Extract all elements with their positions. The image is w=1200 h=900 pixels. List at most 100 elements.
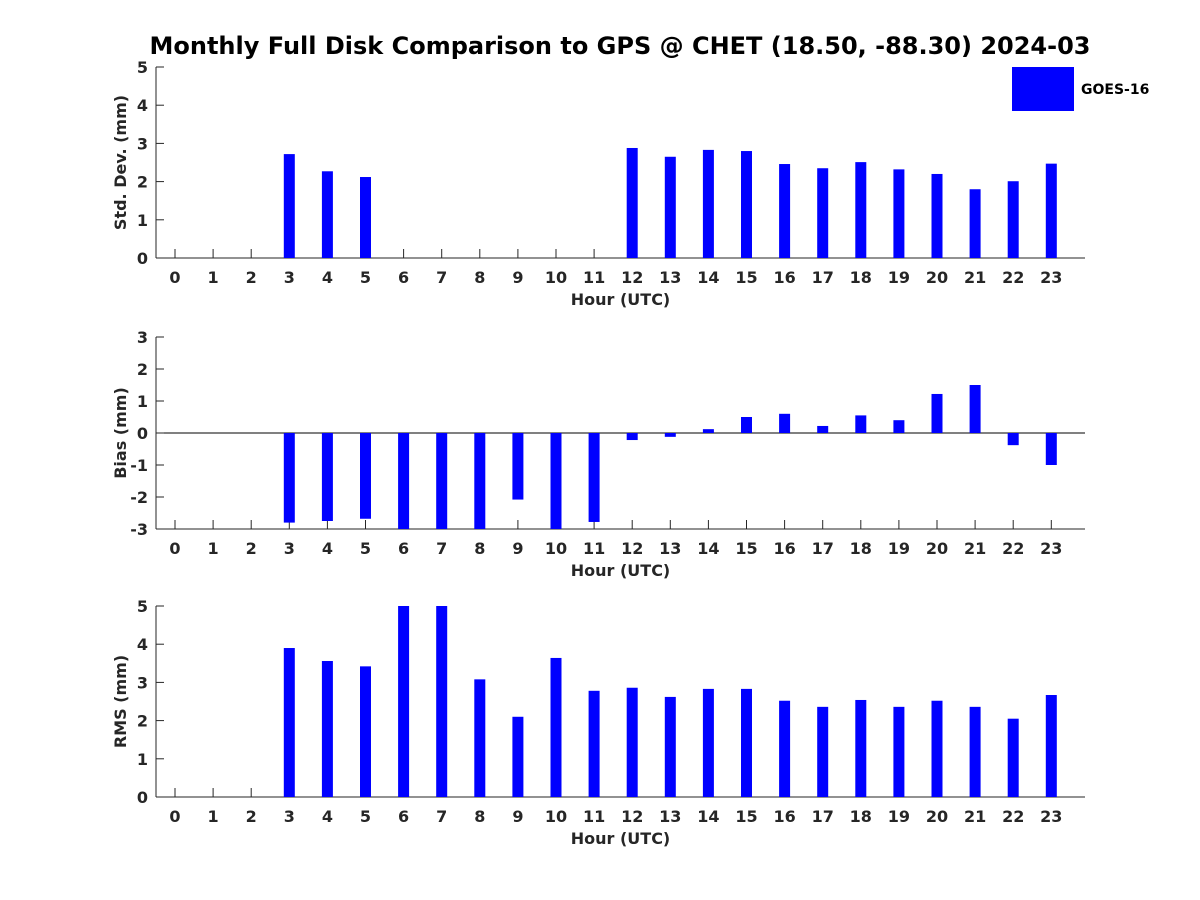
bar-hour-17 xyxy=(817,168,829,258)
x-tick-label: 20 xyxy=(926,268,948,287)
bar-hour-3 xyxy=(283,433,295,523)
x-tick-label: 2 xyxy=(246,539,257,558)
y-tick-label: 1 xyxy=(137,392,148,411)
x-tick-label: 16 xyxy=(773,539,795,558)
x-tick-label: 8 xyxy=(474,807,485,826)
bar-hour-10 xyxy=(550,433,562,529)
y-tick-label: 2 xyxy=(137,712,148,731)
bar-hour-9 xyxy=(512,716,524,797)
x-tick-label: 5 xyxy=(360,539,371,558)
x-tick-label: 6 xyxy=(398,268,409,287)
x-tick-label: 7 xyxy=(436,807,447,826)
x-tick-label: 10 xyxy=(545,539,567,558)
x-tick-label: 10 xyxy=(545,268,567,287)
x-tick-label: 15 xyxy=(735,807,757,826)
legend-label: GOES-16 xyxy=(1081,82,1149,98)
x-tick-label: 9 xyxy=(512,539,523,558)
x-tick-label: 16 xyxy=(773,807,795,826)
x-tick-label: 12 xyxy=(621,807,643,826)
x-tick-label: 1 xyxy=(208,539,219,558)
bar-hour-8 xyxy=(474,679,486,797)
bar-hour-7 xyxy=(436,606,448,797)
bar-hour-22 xyxy=(1007,433,1019,446)
bar-hour-23 xyxy=(1045,695,1057,797)
bar-hour-21 xyxy=(969,189,981,258)
y-tick-label: 3 xyxy=(137,673,148,692)
bar-hour-22 xyxy=(1007,181,1019,258)
x-tick-label: 1 xyxy=(208,268,219,287)
x-tick-label: 17 xyxy=(812,807,834,826)
bar-hour-10 xyxy=(550,657,562,797)
y-tick-label: -2 xyxy=(130,488,148,507)
y-tick-label: 0 xyxy=(137,424,148,443)
bar-hour-18 xyxy=(855,162,867,258)
bar-hour-5 xyxy=(360,666,371,797)
x-axis-label: Hour (UTC) xyxy=(571,290,671,309)
bar-hour-13 xyxy=(664,433,676,437)
x-tick-label: 14 xyxy=(697,807,719,826)
x-tick-label: 20 xyxy=(926,539,948,558)
x-tick-label: 8 xyxy=(474,539,485,558)
x-tick-label: 0 xyxy=(169,539,180,558)
y-tick-label: 2 xyxy=(137,173,148,192)
bar-hour-14 xyxy=(702,429,714,433)
bar-hour-11 xyxy=(588,690,600,797)
bar-hour-17 xyxy=(817,425,829,433)
bar-hour-14 xyxy=(702,149,714,258)
x-tick-label: 11 xyxy=(583,807,605,826)
x-tick-label: 16 xyxy=(773,268,795,287)
bar-hour-16 xyxy=(779,700,791,797)
bar-hour-12 xyxy=(626,433,638,441)
chart-title: Monthly Full Disk Comparison to GPS @ CH… xyxy=(150,32,1091,60)
x-tick-label: 21 xyxy=(964,539,986,558)
y-axis-label: Bias (mm) xyxy=(111,387,130,479)
x-tick-label: 23 xyxy=(1040,807,1062,826)
x-tick-label: 18 xyxy=(850,268,872,287)
bar-hour-18 xyxy=(855,415,867,433)
bar-hour-3 xyxy=(283,154,295,258)
bar-hour-3 xyxy=(283,648,295,797)
y-tick-label: 1 xyxy=(137,211,148,230)
x-tick-label: 4 xyxy=(322,539,333,558)
legend: GOES-16 xyxy=(1012,67,1149,111)
bar-hour-21 xyxy=(969,385,981,433)
bar-hour-19 xyxy=(893,420,905,433)
y-tick-label: 3 xyxy=(137,328,148,347)
x-tick-label: 11 xyxy=(583,268,605,287)
x-tick-label: 23 xyxy=(1040,268,1062,287)
bar-hour-20 xyxy=(931,700,943,797)
y-axis-label: RMS (mm) xyxy=(111,655,130,748)
x-tick-label: 17 xyxy=(812,268,834,287)
bar-hour-16 xyxy=(779,164,791,258)
bar-hour-19 xyxy=(893,169,905,258)
x-tick-label: 6 xyxy=(398,539,409,558)
x-tick-label: 21 xyxy=(964,807,986,826)
x-tick-label: 23 xyxy=(1040,539,1062,558)
bar-hour-17 xyxy=(817,706,829,797)
bar-hour-18 xyxy=(855,699,867,797)
x-tick-label: 3 xyxy=(284,539,295,558)
y-tick-label: 2 xyxy=(137,360,148,379)
bar-hour-11 xyxy=(588,433,600,522)
x-tick-label: 14 xyxy=(697,539,719,558)
bar-hour-23 xyxy=(1045,163,1057,258)
x-tick-label: 7 xyxy=(436,268,447,287)
x-tick-label: 7 xyxy=(436,539,447,558)
y-tick-label: 4 xyxy=(137,96,148,115)
bar-hour-4 xyxy=(321,661,333,797)
y-tick-label: 5 xyxy=(137,597,148,616)
x-tick-label: 4 xyxy=(322,807,333,826)
y-tick-label: 3 xyxy=(137,134,148,153)
bar-hour-5 xyxy=(360,177,371,258)
bar-hour-16 xyxy=(779,413,791,433)
bar-hour-6 xyxy=(398,433,410,529)
x-tick-label: 0 xyxy=(169,807,180,826)
x-tick-label: 12 xyxy=(621,268,643,287)
bar-hour-12 xyxy=(626,687,638,797)
legend-swatch xyxy=(1012,67,1074,111)
bar-hour-13 xyxy=(664,156,676,258)
x-tick-label: 0 xyxy=(169,268,180,287)
